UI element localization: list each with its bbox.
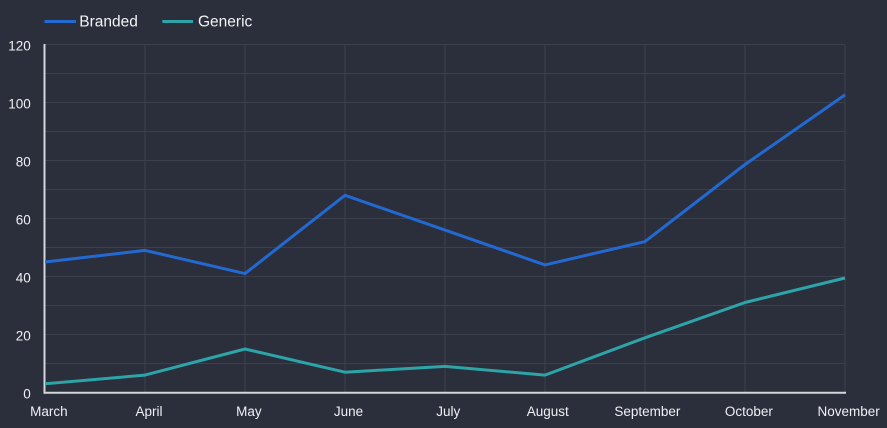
svg-text:60: 60 — [16, 213, 31, 228]
svg-text:80: 80 — [16, 155, 31, 170]
svg-text:100: 100 — [8, 97, 31, 112]
svg-text:Generic: Generic — [198, 14, 253, 31]
svg-text:40: 40 — [16, 271, 31, 286]
svg-text:20: 20 — [16, 329, 31, 344]
svg-text:August: August — [527, 404, 569, 419]
svg-text:November: November — [817, 404, 880, 419]
svg-text:0: 0 — [23, 387, 31, 402]
svg-text:120: 120 — [8, 39, 31, 54]
svg-text:March: March — [30, 404, 68, 419]
svg-text:September: September — [614, 404, 681, 419]
svg-text:May: May — [236, 404, 262, 419]
svg-text:Branded: Branded — [79, 14, 138, 31]
svg-text:April: April — [135, 404, 162, 419]
svg-text:June: June — [334, 404, 363, 419]
svg-text:October: October — [725, 404, 774, 419]
svg-text:July: July — [436, 404, 460, 419]
